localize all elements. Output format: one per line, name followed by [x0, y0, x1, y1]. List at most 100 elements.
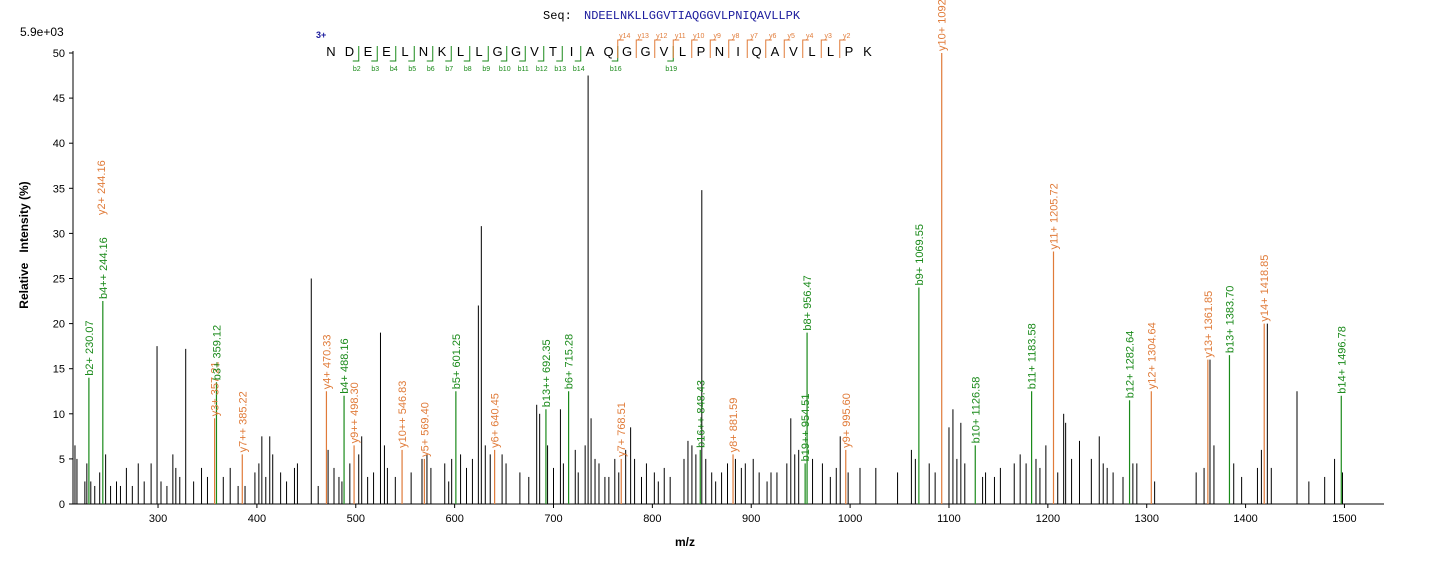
- y-ion-bracket: [635, 39, 643, 58]
- y-ion-index: y4: [806, 33, 814, 40]
- peak-label: b2+ 230.07: [84, 320, 96, 375]
- y-ion-index: y7: [751, 33, 759, 40]
- b-ion-index: b9: [482, 66, 490, 73]
- b-ion-bracket: [537, 46, 545, 62]
- sequence-residue: V: [660, 44, 669, 59]
- sequence-value: NDEELNKLLGGVTIAQGGVLPNIQAVLLPK: [584, 9, 801, 23]
- y-ion-bracket: [765, 39, 772, 58]
- y-axis-title: Relative Intensity (%): [17, 181, 31, 308]
- peak-labels: b2+ 230.07 b4++ 244.16 y2+ 244.16 y3+ 357.2…: [84, 0, 1348, 461]
- peak-label: y11+ 1205.72: [1049, 183, 1061, 249]
- b-ion-index: b5: [408, 66, 416, 73]
- b-ion-index: b14: [573, 66, 585, 73]
- b-ion-bracket: [445, 46, 452, 62]
- peak-label: b14+ 1496.78: [1336, 326, 1348, 394]
- peak-label: y10+ 1092.66: [937, 0, 949, 51]
- peak-label: y7++ 385.22: [237, 391, 249, 452]
- sequence-residue: L: [808, 44, 815, 59]
- peak-label: b9+ 1069.55: [914, 224, 926, 285]
- b-ion-bracket: [426, 46, 434, 62]
- b-ion-index: b13: [554, 66, 566, 73]
- sequence-residue: V: [530, 44, 539, 59]
- b-ion-index: b7: [445, 66, 453, 73]
- sequence-label: Seq:: [543, 9, 572, 23]
- y-ion-index: y13: [638, 33, 649, 40]
- sequence-residue: E: [364, 44, 373, 59]
- sequence-residue: Q: [751, 44, 761, 59]
- peak-label: y7+ 768.51: [616, 402, 628, 457]
- peak-label: b13++ 692.35: [541, 339, 553, 407]
- b-ion-index: b3: [371, 66, 379, 73]
- sequence-residue: G: [640, 44, 650, 59]
- b-ion-bracket: [519, 46, 526, 62]
- y-ion-bracket: [820, 39, 828, 58]
- y-ion-bracket: [839, 39, 846, 58]
- sequence-residue: D: [345, 44, 354, 59]
- b-ion-bracket: [500, 46, 508, 62]
- sequence-residue: I: [570, 44, 574, 59]
- y-tick-label: 45: [53, 93, 65, 105]
- peak-label: b4++ 244.16: [98, 237, 110, 299]
- peak-label: y14+ 1418.85: [1259, 255, 1271, 322]
- peak-label: b16++ 848.43: [695, 380, 707, 448]
- peak-label: b6+ 715.28: [564, 334, 576, 389]
- y-ion-bracket: [709, 39, 717, 58]
- sequence-residue: I: [736, 44, 740, 59]
- y-ion-index: y10: [693, 33, 704, 40]
- axes: 0 5 10 15 20 25 30 35 40 45 50 300 400 500 600 700 800 90…: [53, 48, 1384, 525]
- b-ion-index: b8: [464, 66, 472, 73]
- y-ion-index: y6: [769, 33, 777, 40]
- max-intensity-label: 5.9e+03: [20, 25, 64, 39]
- y-ion-bracket: [746, 39, 754, 58]
- x-tick-label: 300: [149, 513, 167, 525]
- y-tick-label: 50: [53, 48, 65, 60]
- y-ion-bracket: [728, 39, 735, 58]
- x-tick-label: 500: [347, 513, 365, 525]
- y-ion-bracket: [654, 39, 661, 58]
- b-ion-bracket: [556, 46, 563, 62]
- charge-state-label: 3+: [316, 30, 326, 40]
- y-ion-index: y11: [675, 33, 686, 40]
- peak-label: y9+ 995.60: [841, 393, 853, 448]
- x-tick-label: 1100: [937, 513, 961, 525]
- sequence-residue: L: [679, 44, 686, 59]
- sequence-residue: K: [863, 44, 872, 59]
- y-tick-label: 40: [53, 138, 65, 150]
- y-ion-index: y9: [714, 33, 722, 40]
- x-axis-title: m/z: [675, 535, 695, 549]
- y-ion-index: y5: [788, 33, 796, 40]
- y-ion-bracket: [691, 39, 698, 58]
- x-tick-label: 400: [248, 513, 266, 525]
- b-ion-index: b2: [353, 66, 361, 73]
- b-ion-index: b6: [427, 66, 435, 73]
- sequence-residue: N: [419, 44, 428, 59]
- peak-label: b11+ 1183.58: [1027, 323, 1039, 389]
- peak-label: y12+ 1304.64: [1146, 322, 1158, 389]
- b-ion-bracket: [482, 46, 489, 62]
- y-ion-bracket: [672, 39, 680, 58]
- peak-label: y8+ 881.59: [728, 398, 740, 453]
- x-tick-label: 800: [643, 513, 661, 525]
- b-ion-bracket: [408, 46, 415, 62]
- sequence-residue: P: [697, 44, 706, 59]
- peak-label: b12+ 1282.64: [1125, 331, 1137, 399]
- y-tick-label: 20: [53, 319, 65, 331]
- b-ion-index: b4: [390, 66, 398, 73]
- peak-label: b3+ 359.12: [211, 325, 223, 380]
- b-ion-index: b11: [518, 66, 529, 73]
- peak-label: b13+ 1383.70: [1224, 286, 1236, 354]
- sequence-residue: A: [771, 44, 780, 59]
- b-ion-index: b16: [610, 66, 622, 73]
- sequence-residue: G: [511, 44, 521, 59]
- x-tick-label: 1300: [1134, 513, 1158, 525]
- peak-label: b5+ 601.25: [451, 334, 463, 389]
- sequence-residue: G: [622, 44, 632, 59]
- x-tick-label: 600: [445, 513, 463, 525]
- y-ion-bracket: [783, 39, 791, 58]
- peak-label: b10+ 1126.58: [970, 377, 982, 444]
- sequence-residue: P: [845, 44, 854, 59]
- y-tick-label: 10: [53, 409, 65, 421]
- b-ion-bracket: [352, 46, 360, 62]
- sequence-residue: L: [457, 44, 464, 59]
